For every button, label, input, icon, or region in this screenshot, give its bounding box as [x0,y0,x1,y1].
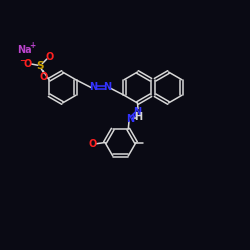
Text: N: N [89,82,97,92]
Text: O: O [88,139,96,149]
Text: O: O [23,59,32,69]
Text: N: N [103,82,111,92]
Text: +: + [30,41,36,50]
Text: N: N [134,107,141,117]
Text: Na: Na [18,45,32,55]
Text: S: S [36,61,44,71]
Text: −: − [20,56,26,65]
Text: O: O [40,72,48,82]
Text: H: H [134,112,142,122]
Text: O: O [46,52,54,62]
Text: N: N [126,114,134,124]
